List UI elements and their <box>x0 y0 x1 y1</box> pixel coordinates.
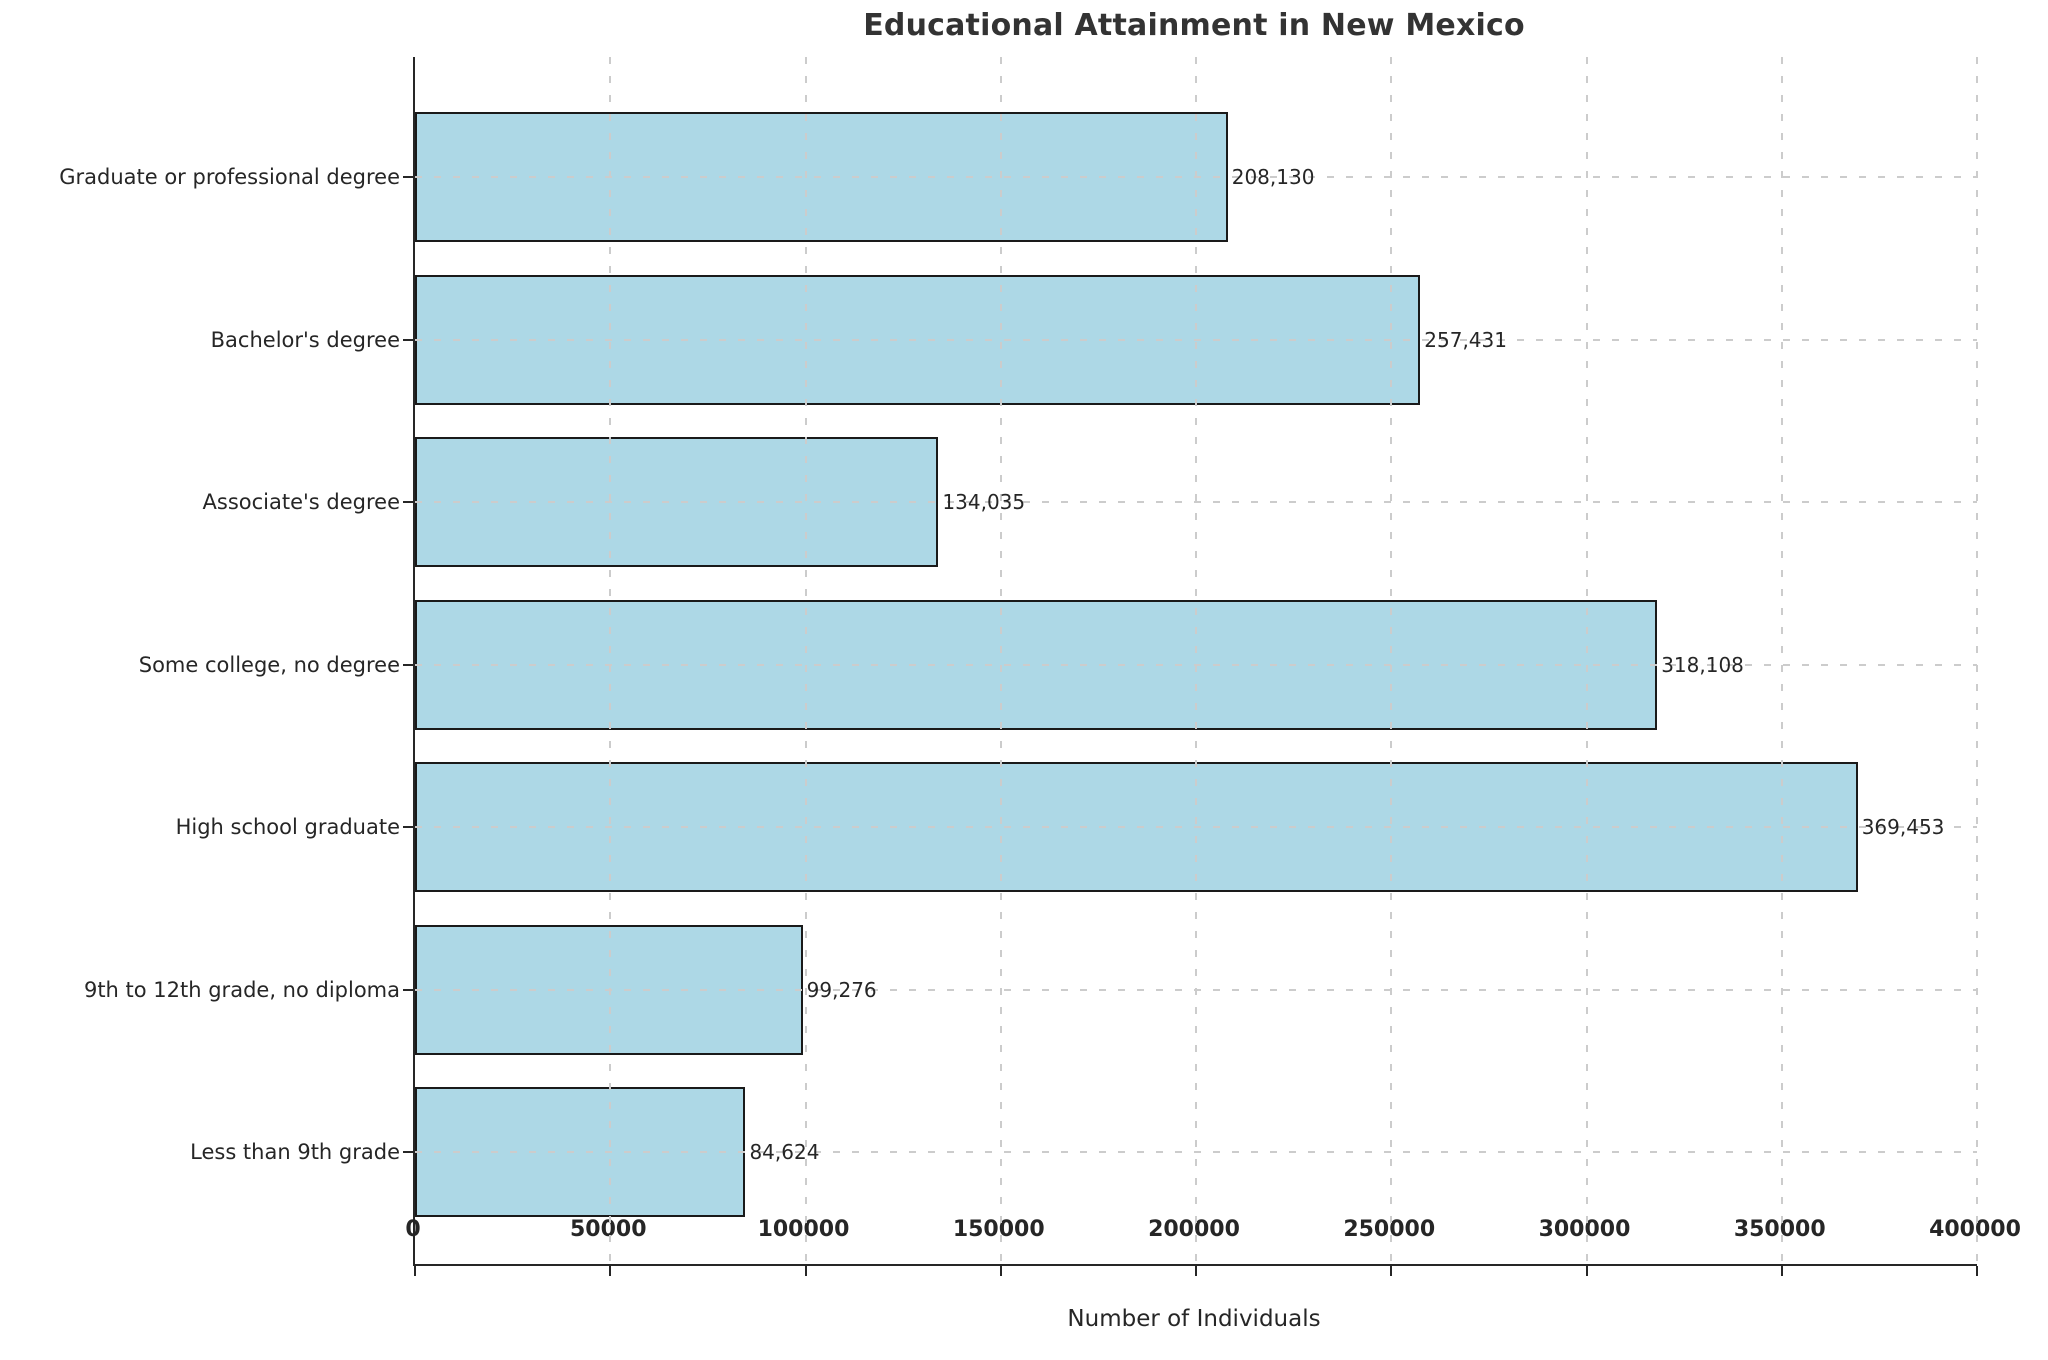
bar-value-label: 84,624 <box>749 1140 820 1164</box>
y-tick-mark <box>403 663 413 666</box>
y-tick-label: Associate's degree <box>202 490 400 514</box>
x-tick-mark <box>1390 1266 1393 1276</box>
x-axis-label: Number of Individuals <box>1067 1306 1321 1332</box>
y-tick-label: Less than 9th grade <box>190 1140 400 1164</box>
y-tick-label: Bachelor's degree <box>210 327 400 352</box>
chart-title: Educational Attainment in New Mexico <box>863 8 1525 43</box>
x-tick-mark <box>1585 1266 1588 1276</box>
bar-value-label: 99,276 <box>806 977 877 1002</box>
bar-value-label: 257,431 <box>1424 327 1507 352</box>
x-tick-label: 400000 <box>1929 1217 2021 1242</box>
x-tick-mark <box>414 1266 416 1276</box>
y-tick-label: High school graduate <box>175 815 400 839</box>
x-tick-mark <box>804 1266 807 1276</box>
y-tick-mark <box>403 501 413 503</box>
bar <box>415 437 939 567</box>
y-tick-mark <box>403 338 413 341</box>
x-tick-label: 50000 <box>569 1217 647 1242</box>
gridline-vertical <box>1780 57 1783 1264</box>
x-tick-mark <box>1976 1266 1978 1276</box>
bar <box>415 1087 746 1217</box>
bar <box>415 112 1228 242</box>
bar <box>415 274 1421 405</box>
bar <box>415 599 1658 730</box>
x-tick-label: 300000 <box>1538 1217 1631 1242</box>
x-tick-label: 0 <box>405 1217 421 1242</box>
y-tick-mark <box>403 826 413 828</box>
bar <box>415 924 803 1055</box>
x-tick-label: 350000 <box>1733 1217 1826 1242</box>
x-tick-mark <box>999 1266 1002 1276</box>
bar-value-label: 318,108 <box>1661 652 1744 677</box>
bar-value-label: 369,453 <box>1861 815 1945 839</box>
x-tick-mark <box>1780 1266 1783 1276</box>
y-tick-label: Some college, no degree <box>138 652 400 677</box>
x-tick-mark <box>609 1266 612 1276</box>
y-tick-mark <box>403 1151 413 1153</box>
x-tick-label: 200000 <box>1148 1217 1240 1242</box>
x-tick-label: 100000 <box>757 1217 850 1242</box>
x-tick-label: 150000 <box>952 1217 1045 1242</box>
bar-value-label: 208,130 <box>1231 165 1315 189</box>
bar <box>415 762 1858 892</box>
y-tick-label: Graduate or professional degree <box>59 165 400 189</box>
x-tick-mark <box>1195 1266 1197 1276</box>
y-tick-mark <box>403 176 413 178</box>
y-tick-label: 9th to 12th grade, no diploma <box>83 977 400 1002</box>
plot-area: 208,130 257,431 134,035 318,108 369,453 99,27… <box>403 57 1978 1276</box>
bar-value-label: 134,035 <box>942 490 1026 514</box>
y-tick-mark <box>403 988 413 991</box>
gridline-vertical <box>1976 57 1978 1264</box>
x-tick-label: 250000 <box>1343 1217 1436 1242</box>
